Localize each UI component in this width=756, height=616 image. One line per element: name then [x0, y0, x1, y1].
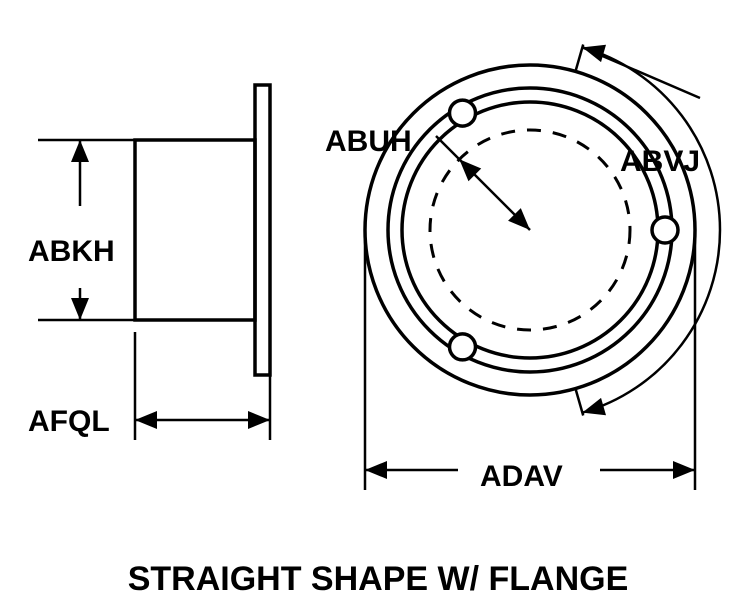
diagram-title: STRAIGHT SHAPE W/ FLANGE	[0, 560, 756, 599]
label-adav: ADAV	[480, 460, 563, 494]
label-afql: AFQL	[28, 405, 110, 439]
label-abuh: ABUH	[325, 125, 412, 159]
diagram-svg	[0, 0, 756, 616]
diagram-container: STRAIGHT SHAPE W/ FLANGE ABKH AFQL ABUH …	[0, 0, 756, 616]
label-abkh: ABKH	[28, 235, 115, 269]
label-abvj: ABVJ	[620, 145, 700, 179]
